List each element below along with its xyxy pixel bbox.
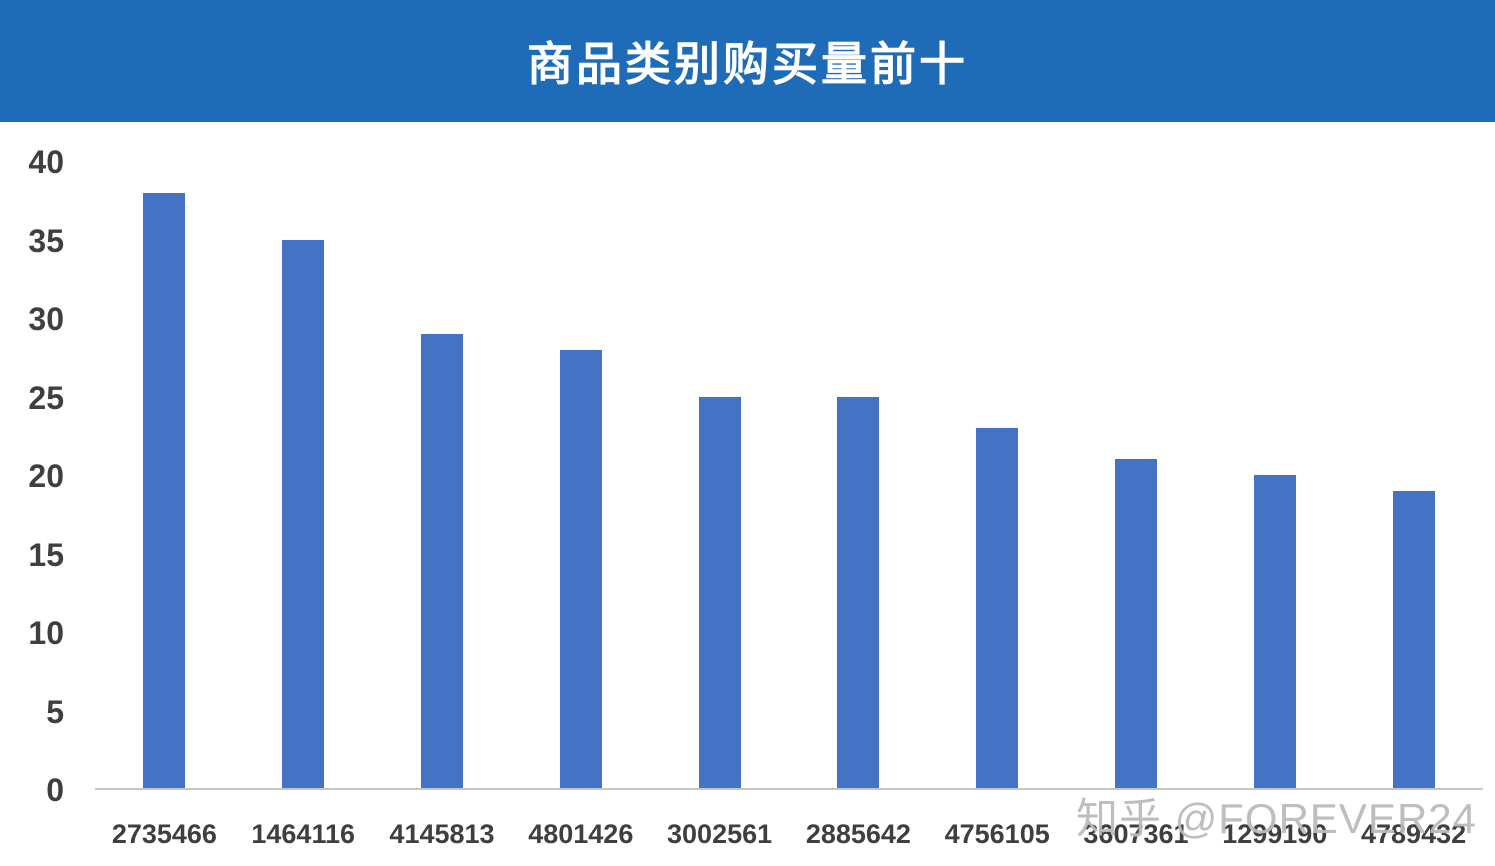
bar (143, 193, 186, 788)
bar (837, 396, 880, 788)
bar (282, 240, 325, 788)
x-axis-label: 2885642 (805, 819, 911, 849)
y-axis-label: 40 (28, 144, 64, 180)
x-axis: 2735466 1464116 4145813 4801426 3002561 28856… (95, 819, 1483, 850)
bar-slot (1344, 162, 1483, 788)
bar (420, 334, 463, 788)
x-axis-label: 4801426 (528, 819, 634, 849)
y-axis-label: 35 (28, 222, 64, 259)
chart-title: 商品类别购买量前十 (527, 38, 968, 90)
bar (976, 428, 1019, 788)
bar-slot (511, 162, 650, 788)
chart-header: 商品类别购买量前十 (0, 0, 1495, 122)
x-axis-label: 1299190 (1222, 819, 1328, 849)
y-axis-label: 20 (28, 458, 64, 494)
bar-slot (1067, 162, 1206, 788)
x-axis-label: 1464116 (251, 819, 355, 849)
x-axis-label: 4145813 (389, 819, 495, 849)
bar-slot (789, 162, 928, 788)
bar-slot (650, 162, 789, 788)
bar-chart: 0 5 10 15 20 25 30 35 40 2735466 1464116 4145813 48… (0, 122, 1495, 866)
bar-slot (373, 162, 512, 788)
x-axis-label: 4756105 (944, 819, 1050, 849)
y-axis-label: 10 (28, 615, 64, 651)
bar-slot (234, 162, 373, 788)
x-axis-label: 4789432 (1361, 819, 1467, 849)
x-axis-label: 3607361 (1083, 819, 1189, 849)
bar-slot (928, 162, 1067, 788)
x-axis-label: 3002561 (667, 819, 773, 849)
bar (1114, 459, 1157, 788)
y-axis: 0 5 10 15 20 25 30 35 40 (0, 146, 72, 806)
y-axis-label: 15 (28, 536, 64, 573)
y-axis-label: 30 (28, 301, 64, 337)
y-axis-label: 0 (46, 772, 64, 808)
bar-slot (1205, 162, 1344, 788)
x-axis-label: 2735466 (111, 819, 217, 849)
bar (698, 396, 741, 788)
bar-slot (95, 162, 234, 788)
y-axis-label: 25 (28, 379, 64, 416)
bar (559, 349, 602, 788)
bar (1253, 475, 1296, 788)
y-axis-label: 5 (46, 693, 64, 730)
plot-area (95, 162, 1483, 790)
bar (1392, 490, 1435, 788)
